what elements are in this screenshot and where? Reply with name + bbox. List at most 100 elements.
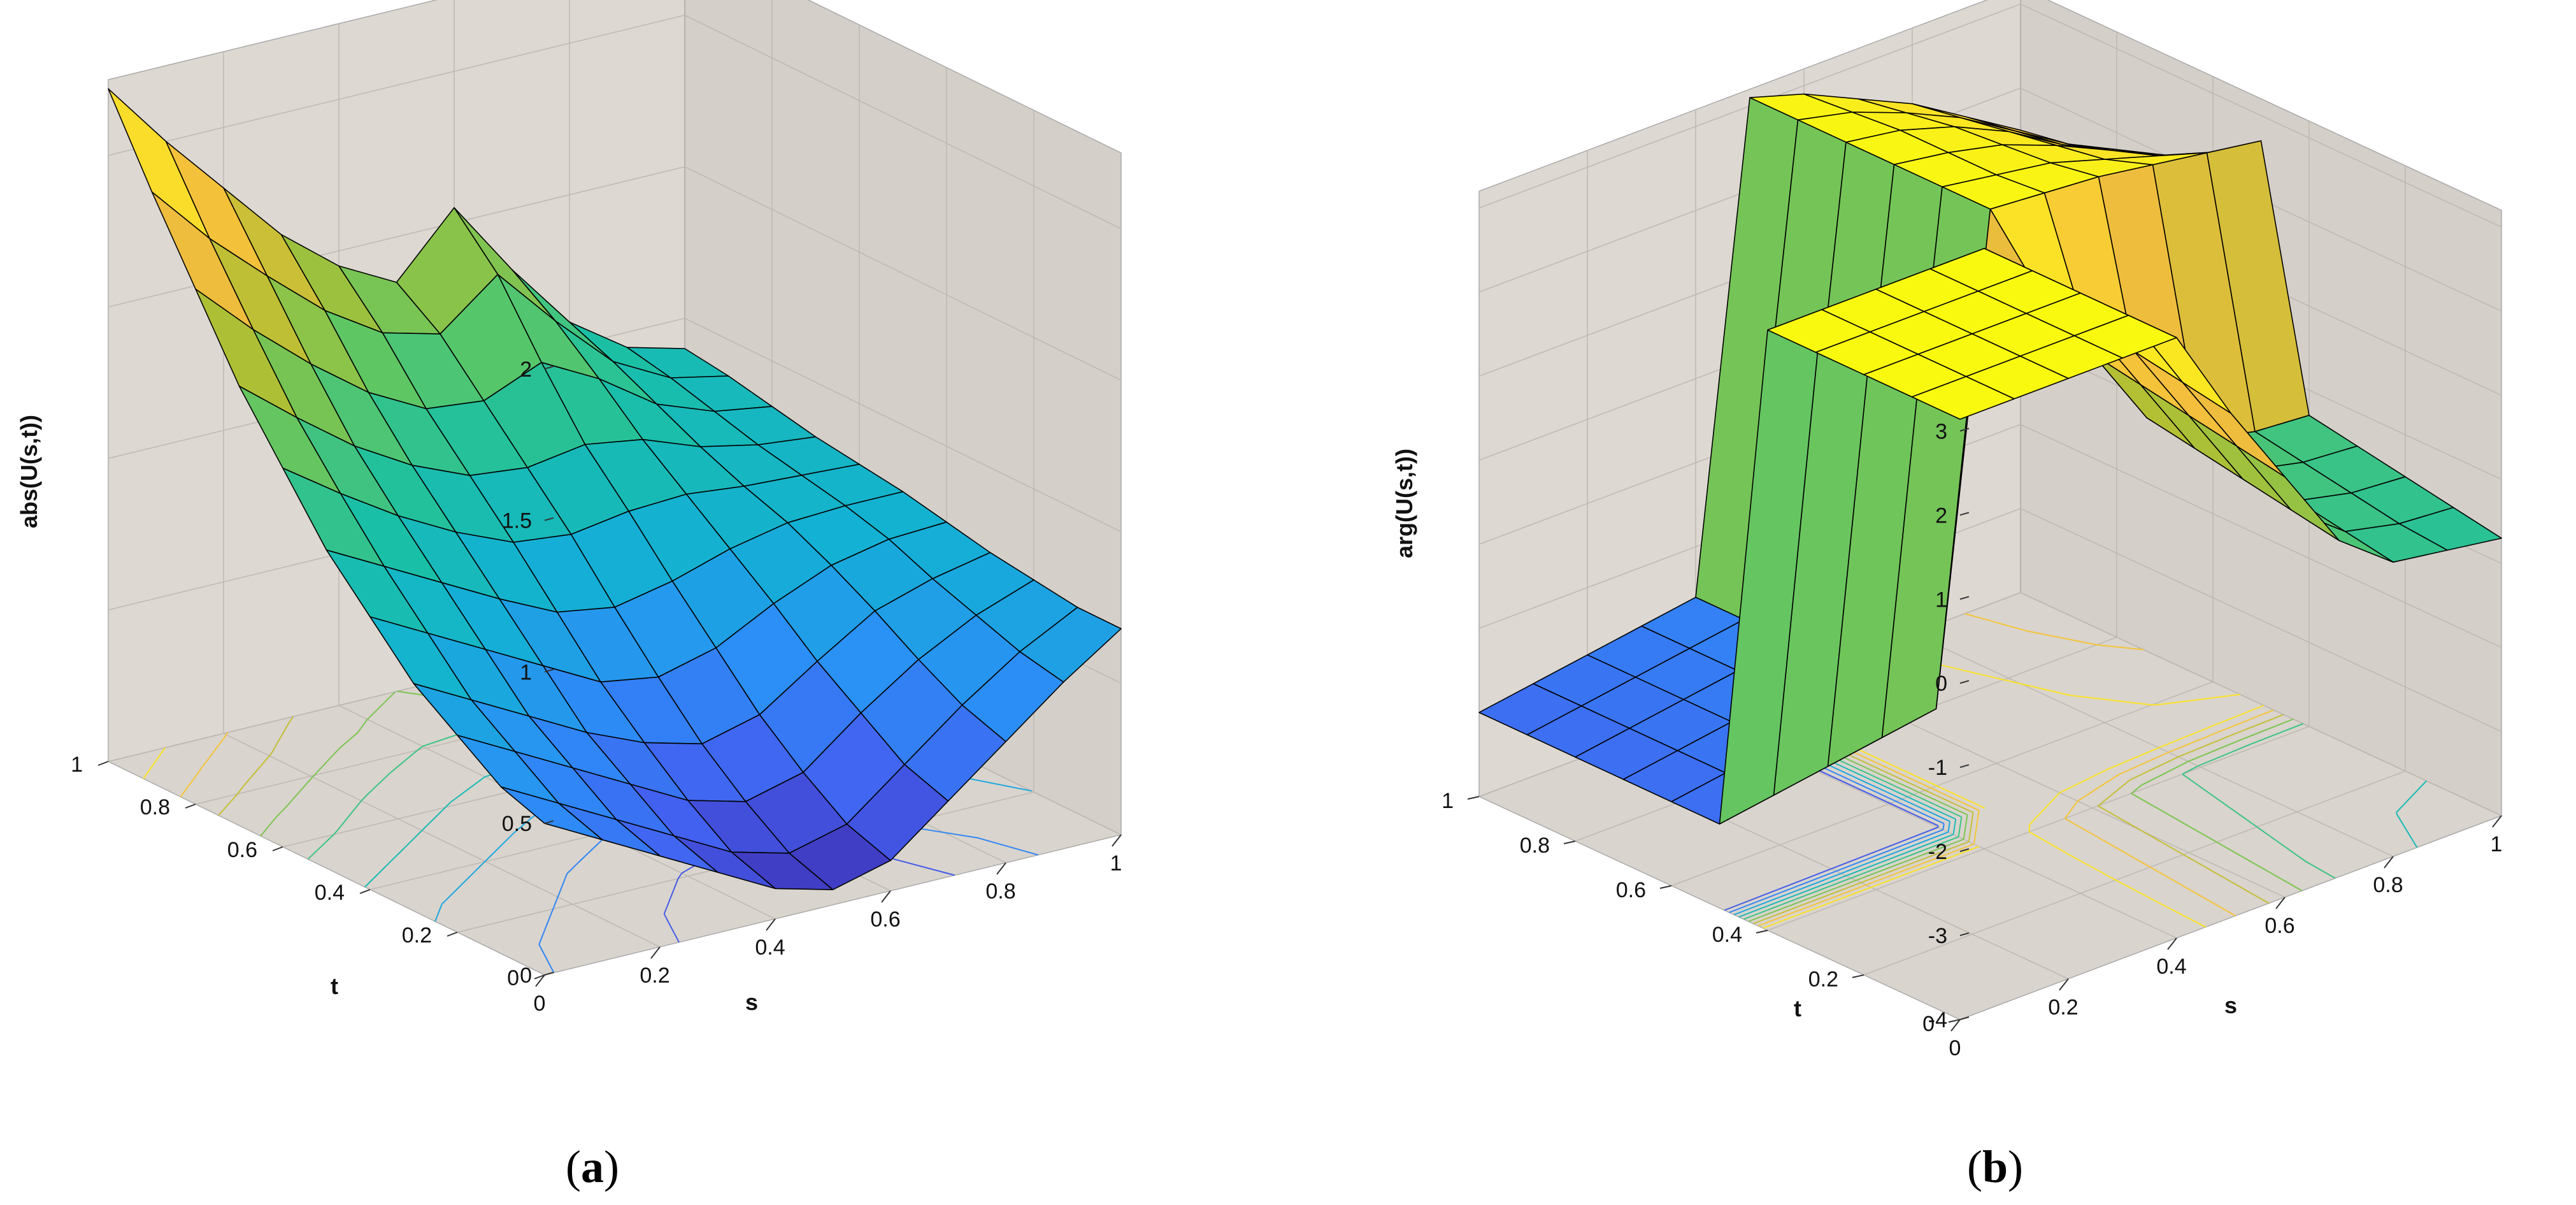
contour-line <box>218 716 294 816</box>
z-tick-mark <box>1959 596 1970 600</box>
z-tick-label: 0.5 <box>502 812 532 836</box>
grid-line <box>223 733 661 948</box>
x-tick-label: 0.8 <box>2373 873 2403 897</box>
y-tick-mark <box>1948 1019 1961 1023</box>
z-tick-label: 1 <box>520 660 532 684</box>
panel-caption-letter: b <box>1982 1141 2008 1192</box>
y-tick-label: 0.6 <box>227 838 257 862</box>
y-tick-label: 0 <box>507 966 519 990</box>
z-tick-label: -3 <box>1928 924 1947 948</box>
y-tick-mark <box>1563 841 1576 844</box>
z-tick-mark <box>1959 512 1970 516</box>
x-tick-mark <box>766 918 776 931</box>
y-tick-mark <box>1756 930 1768 934</box>
z-tick-label: -2 <box>1928 840 1947 864</box>
x-tick-label: 0.4 <box>755 935 785 960</box>
x-tick-label: 0.6 <box>870 907 900 932</box>
grid-line <box>1671 681 2214 886</box>
grid-line <box>108 15 1122 229</box>
x-tick-mark <box>996 862 1006 875</box>
x-tick-mark <box>1112 834 1122 847</box>
y-tick-mark <box>1467 796 1480 800</box>
z-tick-label: 2 <box>520 357 532 382</box>
x-tick-mark <box>535 974 545 987</box>
grid-line <box>1863 770 2406 976</box>
x-tick-mark <box>2167 937 2177 950</box>
x-tick-label: 0 <box>534 992 546 1016</box>
x-tick-label: 0 <box>1949 1036 1961 1060</box>
z-axis-label: abs(U(s,t)) <box>16 415 42 528</box>
y-tick-mark <box>1659 885 1672 889</box>
surface-mesh <box>1478 93 2502 825</box>
contour-line <box>1732 700 2284 925</box>
surface-patch <box>500 786 603 841</box>
z-tick-mark <box>1959 680 1970 684</box>
y-axis-label: t <box>1794 995 1801 1021</box>
x-tick-mark <box>650 946 661 959</box>
x-tick-label: 0.6 <box>2265 914 2294 938</box>
contour-line <box>1743 648 2265 929</box>
z-tick-mark <box>1959 428 1970 432</box>
y-tick-label: 0.2 <box>1808 967 1838 992</box>
y-tick-label: 0.8 <box>140 795 170 819</box>
contour-line <box>180 732 229 798</box>
y-tick-label: 0.4 <box>315 881 345 905</box>
panel-caption: (b) <box>1967 1141 2023 1192</box>
z-tick-mark <box>544 972 554 976</box>
x-tick-mark <box>2492 815 2502 828</box>
z-tick-label: -4 <box>1928 1008 1947 1032</box>
z-tick-label: 1 <box>1935 588 1947 612</box>
surface-mesh <box>108 88 1122 890</box>
z-tick-mark <box>1959 848 1970 853</box>
y-tick-label: 0 <box>1922 1012 1935 1036</box>
tick-labels: -4 -3 -2 -1 0 1 2 3 0 0.2 0.4 0.6 0.8 1 0 0.2 0.4 0.6 0.8 1 <box>1442 419 2502 1060</box>
chart-panel-a: 0 0.5 1 1.5 2 0 0.2 0.4 0.6 0.8 1 0 0.2 0.4 0.6 0.8 1 abs… <box>16 0 1123 1192</box>
y-tick-mark <box>185 804 196 809</box>
z-tick-label: 0 <box>520 963 532 988</box>
y-tick-mark <box>1852 974 1864 978</box>
z-axis-label: arg(U(s,t)) <box>1391 449 1417 558</box>
surface-patch <box>1911 376 2015 420</box>
x-tick-mark <box>1950 1019 1961 1032</box>
z-tick-label: 2 <box>1935 503 1947 528</box>
panel-caption: (a) <box>566 1141 619 1192</box>
contour-line <box>143 747 166 779</box>
chart-panel-b: -4 -3 -2 -1 0 1 2 3 0 0.2 0.4 0.6 0.8 1 0 0.2 0.4 0.6 0.8 1… <box>1288 0 2576 1205</box>
grid-line <box>1912 633 2394 857</box>
y-tick-label: 0.8 <box>1520 833 1550 858</box>
x-tick-label: 1 <box>2491 832 2503 856</box>
tick-labels: 0 0.5 1 1.5 2 0 0.2 0.4 0.6 0.8 1 0 0.2 0.4 0.6 0.8 1 <box>71 357 1122 1016</box>
y-tick-mark <box>272 846 283 851</box>
grid-line <box>1478 424 2502 648</box>
y-axis-label: t <box>331 973 338 999</box>
y-tick-mark <box>447 932 458 937</box>
y-tick-label: 0.2 <box>402 923 432 948</box>
grid-line <box>1478 3 2502 228</box>
z-tick-label: 1.5 <box>502 509 532 533</box>
y-tick-mark <box>359 889 371 894</box>
z-tick-label: 3 <box>1935 419 1947 444</box>
y-tick-mark <box>97 761 109 766</box>
x-tick-mark <box>2059 978 2069 991</box>
z-tick-mark <box>1959 764 1970 768</box>
x-tick-label: 0.8 <box>985 879 1015 904</box>
z-tick-mark <box>544 365 554 370</box>
panel-caption-letter: a <box>581 1141 604 1192</box>
surface-plot-a: 0 0.5 1 1.5 2 0 0.2 0.4 0.6 0.8 1 0 0.2 0.4 0.6 0.8 1 abs… <box>16 0 1123 1192</box>
x-tick-mark <box>2275 897 2286 909</box>
x-axis-label: s <box>745 989 758 1015</box>
surface-plot-b: -4 -3 -2 -1 0 1 2 3 0 0.2 0.4 0.6 0.8 1 0 0.2 0.4 0.6 0.8 1… <box>1391 0 2503 1192</box>
y-tick-label: 0.4 <box>1712 923 1742 947</box>
z-tick-label: 0 <box>1935 672 1947 696</box>
x-tick-label: 0.4 <box>2156 955 2186 979</box>
y-tick-label: 1 <box>1442 789 1454 813</box>
y-tick-label: 0.6 <box>1616 878 1646 902</box>
x-tick-label: 0.2 <box>2048 995 2078 1020</box>
x-tick-label: 1 <box>1110 851 1122 876</box>
y-tick-label: 1 <box>71 753 83 777</box>
z-tick-mark <box>544 668 554 673</box>
z-tick-mark <box>1959 932 1970 937</box>
grid-line <box>1478 87 2502 312</box>
grid-line <box>1767 726 2310 931</box>
z-tick-mark <box>544 820 554 825</box>
